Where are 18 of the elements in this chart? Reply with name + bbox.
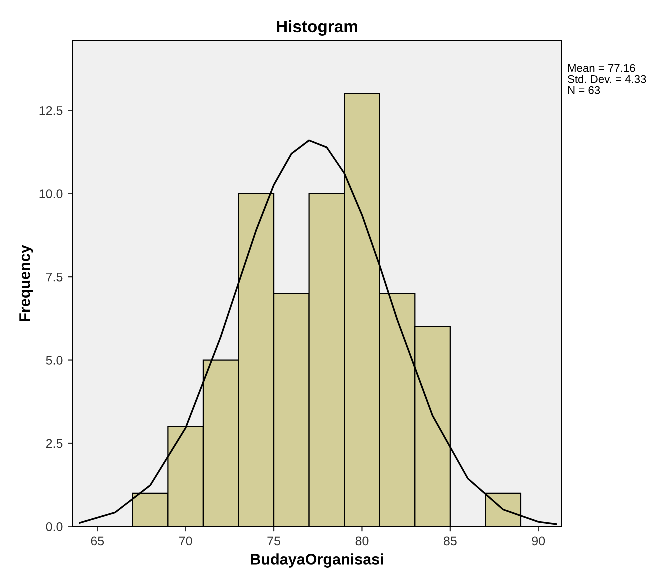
x-tick-label: 75 (268, 536, 280, 546)
y-axis-title: Frequency (20, 245, 34, 322)
x-tick-label: 90 (532, 536, 546, 546)
x-tick-label: 85 (444, 536, 457, 546)
y-tick-label: 7.5 (46, 273, 63, 282)
x-tick-label: 70 (180, 536, 192, 546)
text: N = 63 (568, 86, 600, 94)
x-tick-label: 80 (356, 536, 369, 546)
y-tick-label: 12.5 (40, 106, 63, 116)
text: Std. Dev. = 4.33 (568, 75, 646, 84)
y-tick-label: 5.0 (46, 356, 63, 365)
y-tick-label: 0.0 (46, 522, 63, 532)
chart-title: Histogram (277, 20, 358, 36)
y-tick-label: 10.0 (40, 190, 63, 199)
x-axis-title: BudayaOrganisasi (251, 554, 384, 568)
x-tick-label: 65 (91, 536, 104, 546)
text: Mean = 77.16 (568, 64, 636, 72)
y-tick-label: 2.5 (46, 439, 63, 448)
